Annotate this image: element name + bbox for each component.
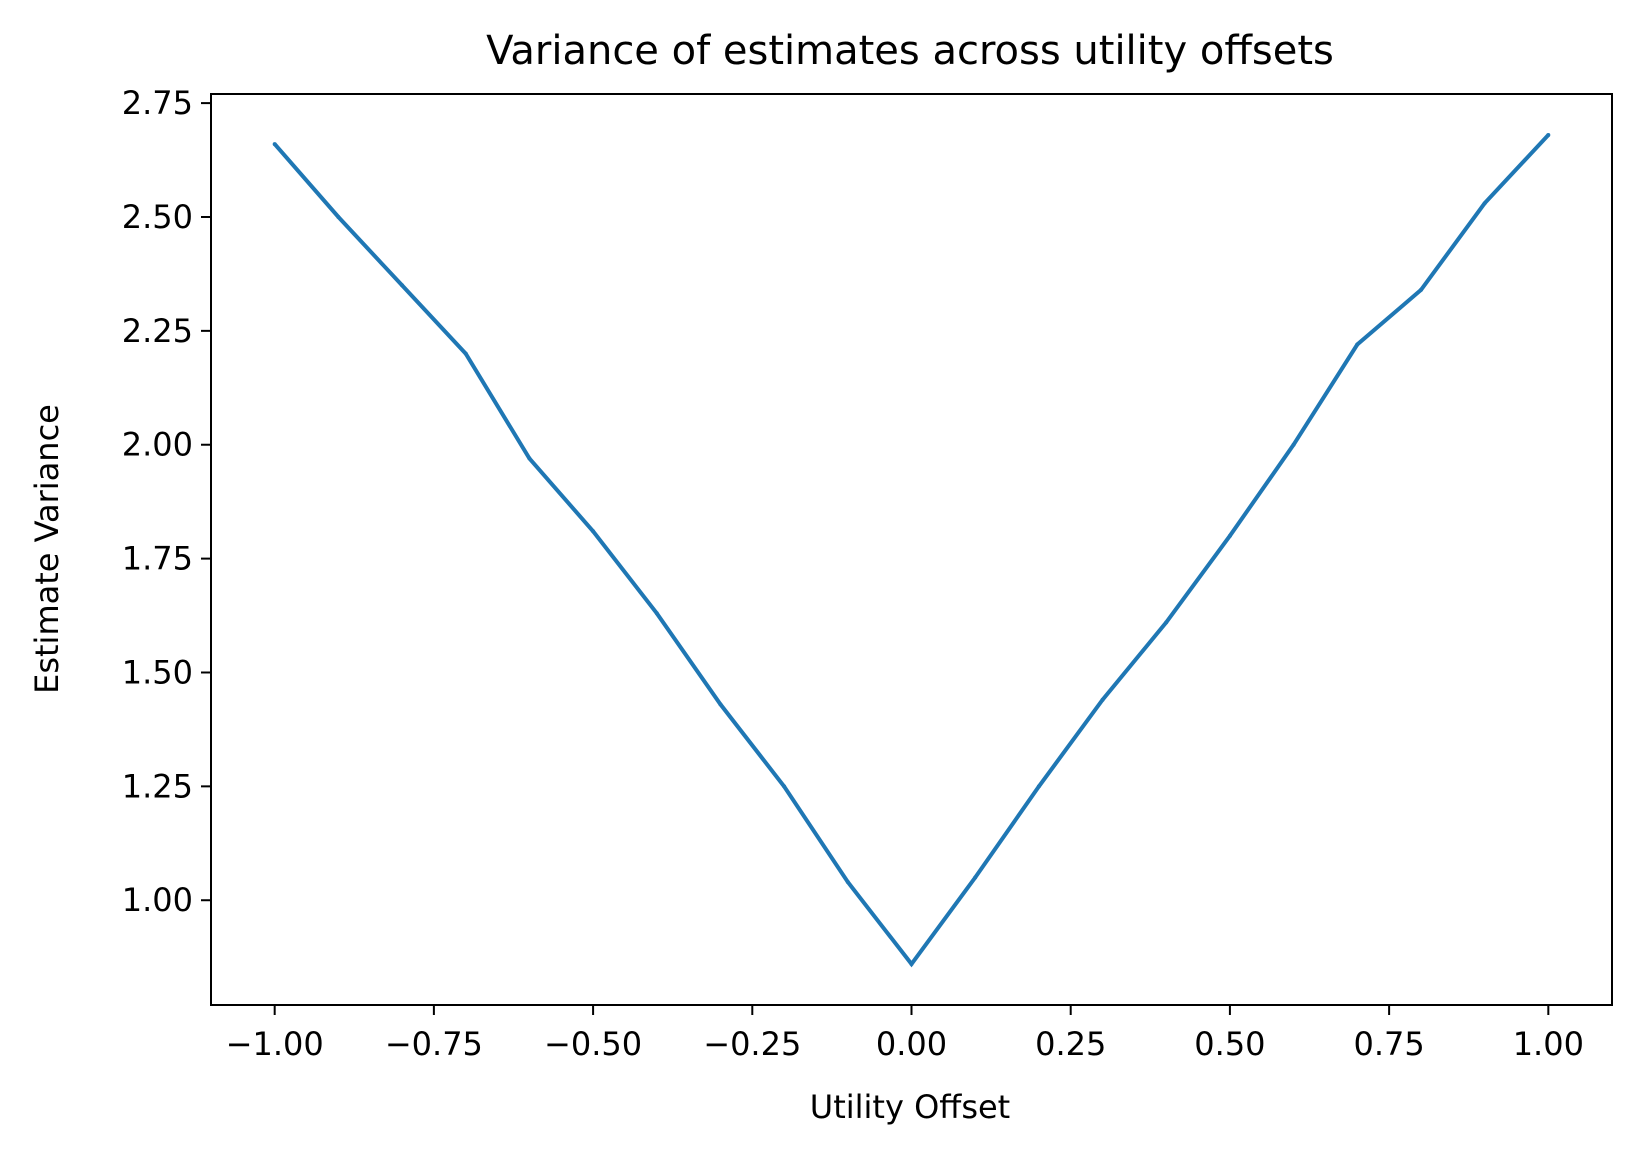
y-tick-label: 2.00 [122,426,193,464]
x-tick-label: −0.25 [703,1025,801,1063]
x-tick-label: 0.75 [1353,1025,1424,1063]
x-axis-ticks: −1.00 −0.75 −0.50 −0.25 0.00 0.25 0.50 0.75 1.00 [226,1005,1584,1063]
y-axis-ticks: 1.00 1.25 1.50 1.75 2.00 2.25 2.50 2.75 [122,84,211,919]
chart-title: Variance of estimates across utility off… [486,28,1334,74]
y-tick-label: 2.25 [122,312,193,350]
x-tick-label: 1.00 [1513,1025,1584,1063]
data-points [272,132,1551,967]
data-point [654,611,659,616]
data-point [1355,342,1360,347]
plot-area [272,132,1551,968]
x-tick-label: 0.50 [1194,1025,1265,1063]
x-tick-label: 0.00 [876,1025,947,1063]
x-tick-label: 0.25 [1035,1025,1106,1063]
data-point [1036,784,1041,789]
data-point [1482,201,1487,206]
y-tick-label: 2.50 [122,198,193,236]
data-point [782,784,787,789]
data-point [1227,533,1232,538]
data-point [845,880,850,885]
plot-frame [210,93,1613,1006]
data-point [1291,442,1296,447]
data-point [1164,620,1169,625]
data-point [1100,697,1105,702]
data-point [1546,132,1551,137]
data-point [718,702,723,707]
y-tick-label: 2.75 [122,84,193,122]
x-tick-label: −0.50 [544,1025,642,1063]
data-point [909,962,914,967]
data-point [400,283,405,288]
data-point [527,456,532,461]
data-point [463,351,468,356]
data-point [1418,287,1423,292]
data-point [272,142,277,147]
y-tick-label: 1.50 [122,653,193,691]
x-tick-label: −0.75 [385,1025,483,1063]
y-tick-label: 1.00 [122,881,193,919]
y-tick-label: 1.25 [122,767,193,805]
y-axis-label: Estimate Variance [28,404,66,694]
data-point [591,529,596,534]
data-point [973,875,978,880]
x-tick-label: −1.00 [226,1025,324,1063]
x-axis-label: Utility Offset [810,1088,1010,1126]
y-tick-label: 1.75 [122,540,193,578]
data-point [336,214,341,219]
